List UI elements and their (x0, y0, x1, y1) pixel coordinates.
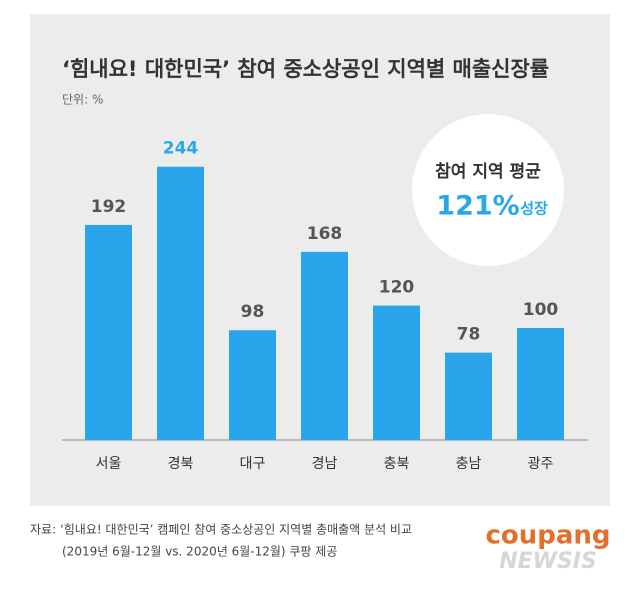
bar (85, 224, 132, 440)
value-label: 168 (307, 224, 343, 244)
subtitle: 단위: % (62, 93, 103, 107)
source: 자료: ‘힘내요! 대한민국’ 캠페인 참여 중소상공인 지역별 총매출액 분석… (30, 523, 412, 537)
badge-circle (412, 114, 564, 266)
bar (229, 330, 276, 440)
bar (517, 328, 564, 440)
value-label: 100 (523, 300, 559, 320)
x-tick-label: 서울 (96, 456, 122, 472)
badge-text: 참여 지역 평균 (435, 161, 541, 182)
x-tick-label: 경남 (312, 456, 338, 472)
bar (373, 305, 420, 440)
bar (157, 166, 204, 440)
x-tick-label: 광주 (528, 456, 554, 472)
chart-title: ‘힘내요! 대한민국’ 참여 중소상공인 지역별 매출신장률 (62, 57, 549, 81)
source: (2019년 6월-12월 vs. 2020년 6월-12월) 쿠팡 제공 (62, 545, 337, 559)
watermark: NEWSIS (499, 549, 597, 574)
value-label: 120 (379, 278, 415, 298)
x-tick-label: 충북 (384, 456, 410, 472)
value-label: 78 (457, 325, 481, 345)
value-label: 98 (241, 302, 265, 322)
badge-suffix: 성장 (520, 200, 548, 218)
x-tick-label: 대구 (240, 456, 266, 472)
x-tick-label: 경북 (168, 456, 194, 472)
logo: coupang (485, 521, 610, 551)
x-tick-label: 충남 (456, 456, 482, 472)
badge-value: 121% (436, 191, 519, 222)
value-label: 192 (91, 197, 127, 217)
bar (301, 251, 348, 440)
bar (445, 352, 492, 440)
value-label: 244 (163, 139, 199, 159)
